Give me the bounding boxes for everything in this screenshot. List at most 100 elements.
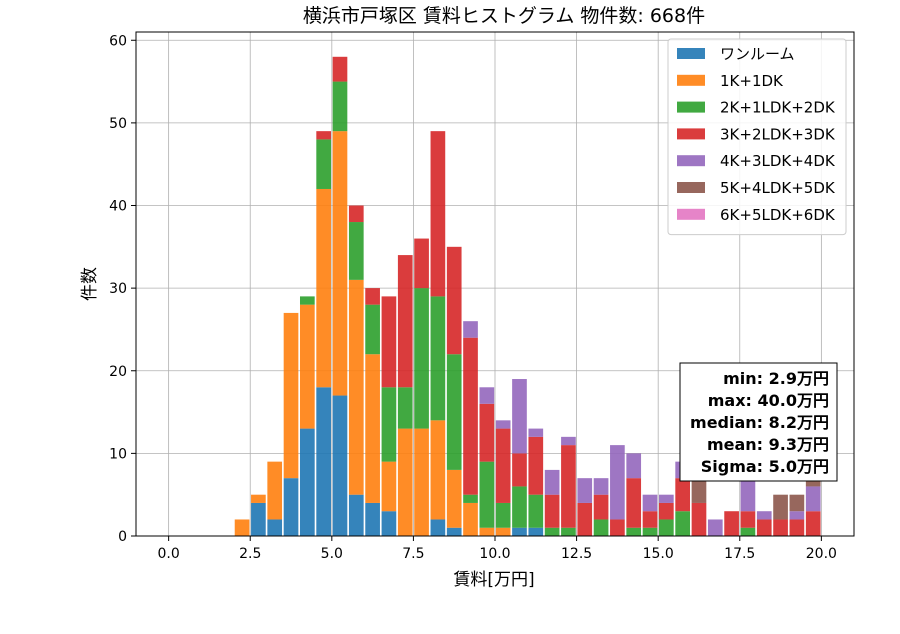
bar-series-2-bin-19: [544, 527, 560, 536]
legend-label: 6K+5LDK+6DK: [720, 206, 836, 224]
bar-series-4-bin-31: [740, 478, 756, 512]
bar-series-1-bin-6: [332, 131, 348, 396]
bar-series-2-bin-8: [365, 304, 380, 355]
bar-series-3-bin-12: [430, 131, 446, 297]
bar-series-4-bin-29: [707, 519, 723, 536]
bar-series-4-bin-23: [610, 445, 625, 520]
y-tick-label: 40: [109, 199, 127, 215]
bar-series-2-bin-11: [414, 288, 429, 429]
bar-series-3-bin-10: [397, 255, 413, 388]
bar-series-3-bin-30: [724, 511, 739, 536]
bar-series-5-bin-33: [773, 494, 788, 520]
bar-series-2-bin-14: [463, 494, 478, 503]
bar-series-2-bin-22: [593, 519, 609, 536]
x-tick-label: 12.5: [561, 546, 592, 562]
x-tick-label: 20.0: [806, 546, 837, 562]
bar-series-4-bin-22: [593, 478, 609, 495]
bar-series-3-bin-23: [610, 519, 625, 536]
bar-series-1-bin-13: [446, 469, 462, 528]
bar-series-4-bin-21: [577, 478, 593, 503]
stat-min: min: 2.9万円: [723, 369, 829, 388]
y-tick-label: 30: [109, 281, 127, 297]
legend-swatch: [677, 101, 705, 113]
bar-series-2-bin-17: [512, 486, 527, 528]
bar-series-0-bin-7: [348, 494, 364, 536]
bar-series-0-bin-13: [446, 527, 462, 536]
bar-series-4-bin-26: [658, 494, 674, 503]
legend-swatch: [677, 48, 705, 59]
bar-series-1-bin-16: [495, 527, 511, 536]
x-tick-label: 15.0: [643, 546, 674, 562]
bar-series-4-bin-34: [789, 511, 805, 520]
bar-series-2-bin-10: [397, 387, 413, 429]
legend: ワンルーム 1K+1DK 2K+1LDK+2DK 3K+2LDK+3DK 4K+3LDK…: [667, 38, 847, 236]
bar-series-3-bin-5: [316, 131, 332, 140]
stats-box-frame: [679, 362, 838, 482]
bar-series-1-bin-3: [283, 312, 299, 479]
stat-mean: mean: 9.3万円: [707, 435, 829, 454]
bar-series-4-bin-17: [512, 379, 527, 454]
bar-series-3-bin-28: [691, 502, 707, 536]
bar-series-3-bin-32: [756, 519, 772, 536]
bar-series-3-bin-34: [789, 519, 805, 536]
bar-series-1-bin-11: [414, 428, 429, 536]
bar-series-0-bin-1: [251, 502, 266, 536]
bar-series-4-bin-24: [626, 453, 642, 479]
x-tick-label: 0.0: [158, 546, 180, 562]
bar-series-3-bin-14: [463, 337, 478, 495]
bar-series-1-bin-0: [234, 519, 250, 536]
bar-series-1-bin-7: [348, 279, 364, 495]
bar-series-1-bin-2: [267, 461, 283, 520]
bar-series-2-bin-9: [381, 387, 397, 462]
legend-swatch: [677, 74, 705, 86]
bar-series-5-bin-34: [789, 494, 805, 512]
legend-label: ワンルーム: [720, 45, 795, 63]
legend-label: 4K+3LDK+4DK: [720, 152, 836, 170]
bar-series-3-bin-24: [626, 478, 642, 528]
legend-swatch: [677, 182, 705, 193]
x-tick-label: 2.5: [239, 546, 261, 562]
y-axis-ticks: 0 10 20 30 40 50 60: [109, 33, 136, 545]
bar-series-2-bin-26: [658, 519, 674, 536]
bar-series-2-bin-24: [626, 527, 642, 536]
legend-swatch: [677, 128, 705, 140]
bar-series-3-bin-20: [561, 445, 576, 528]
x-axis-ticks: 0.0 2.5 5.0 7.5 10.0 12.5 15.0 17.5 20.0: [158, 536, 837, 562]
bar-series-1-bin-4: [299, 304, 315, 429]
y-tick-label: 60: [109, 33, 127, 49]
bar-series-4-bin-15: [479, 387, 495, 404]
bar-series-1-bin-15: [479, 527, 495, 536]
x-tick-label: 5.0: [321, 546, 343, 562]
legend-label: 2K+1LDK+2DK: [720, 99, 836, 117]
bar-series-3-bin-27: [675, 478, 691, 512]
bar-series-4-bin-18: [528, 428, 544, 437]
stat-median: median: 8.2万円: [690, 413, 829, 432]
bar-series-3-bin-9: [381, 296, 397, 388]
y-tick-label: 20: [109, 364, 127, 380]
bar-series-2-bin-20: [561, 527, 576, 536]
stats-box: min: 2.9万円 max: 40.0万円 median: 8.2万円 mea…: [679, 362, 838, 482]
bar-series-3-bin-26: [658, 502, 674, 520]
bar-series-2-bin-6: [332, 81, 348, 132]
bar-series-1-bin-5: [316, 188, 332, 388]
y-axis-label: 件数: [80, 267, 100, 301]
bar-series-3-bin-21: [577, 502, 593, 536]
bar-series-2-bin-12: [430, 296, 446, 421]
bar-series-3-bin-33: [773, 519, 788, 536]
bar-series-3-bin-19: [544, 494, 560, 528]
bar-series-2-bin-27: [675, 511, 691, 536]
bar-series-3-bin-35: [805, 511, 821, 536]
bar-series-0-bin-18: [528, 527, 544, 536]
legend-frame: [667, 38, 847, 236]
bar-series-2-bin-31: [740, 527, 756, 536]
bar-series-4-bin-32: [756, 511, 772, 520]
bar-series-2-bin-7: [348, 222, 364, 280]
bar-series-3-bin-11: [414, 238, 429, 289]
bar-series-2-bin-5: [316, 139, 332, 189]
bar-series-1-bin-10: [397, 428, 413, 536]
bar-series-3-bin-25: [642, 511, 658, 528]
bar-series-3-bin-16: [495, 428, 511, 503]
bar-series-0-bin-4: [299, 428, 315, 536]
legend-swatch: [677, 208, 705, 220]
bar-series-0-bin-3: [283, 478, 299, 536]
